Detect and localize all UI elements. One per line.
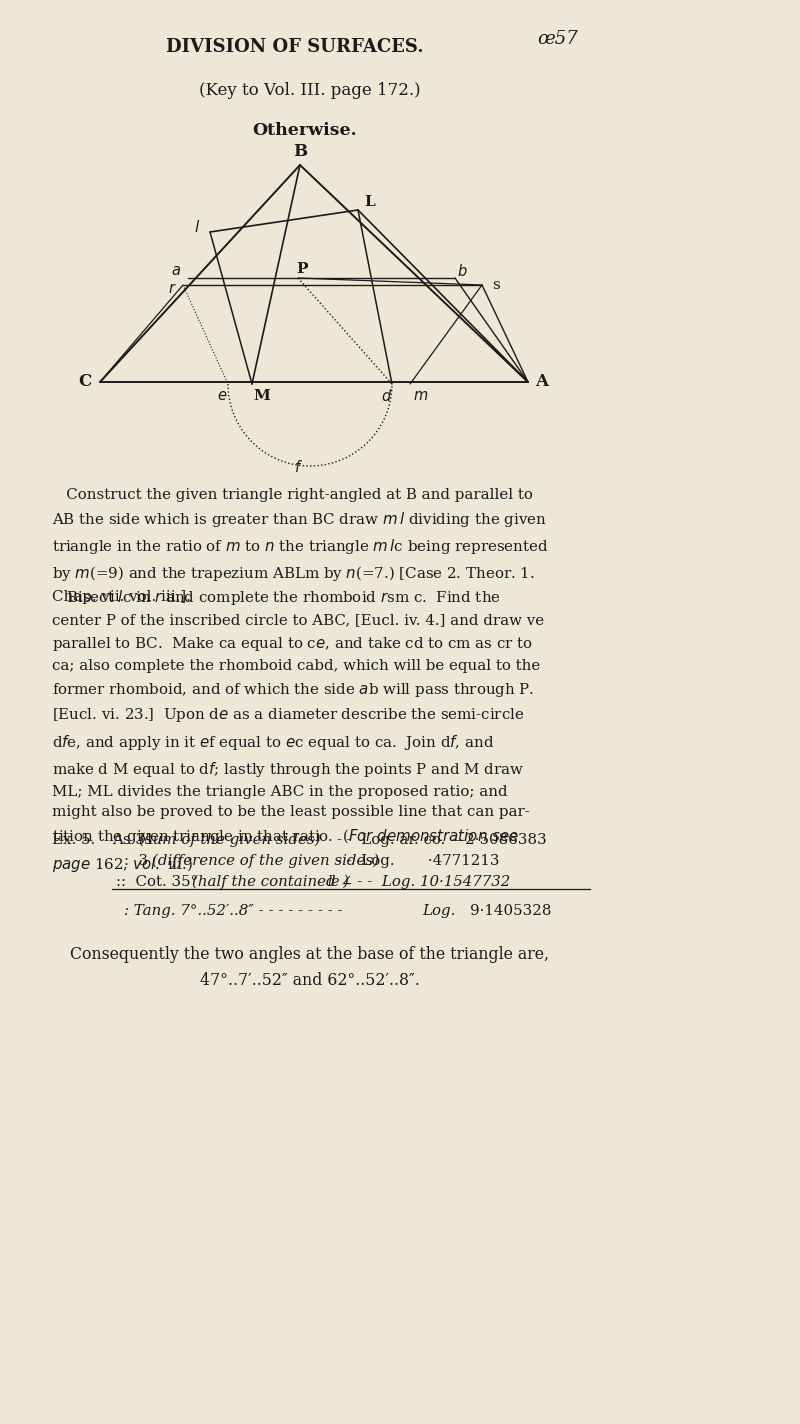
Text: )  - -  Log. 10·1547732: ) - - Log. 10·1547732 bbox=[342, 874, 510, 890]
Text: P: P bbox=[296, 262, 308, 276]
Text: - -  Log. ar. co. —2·5086383: - - Log. ar. co. —2·5086383 bbox=[337, 833, 546, 847]
Text: Bisect $l$c in $r$ and complete the rhomboid $r$sm c.  Find the
center P of the : Bisect $l$c in $r$ and complete the rhom… bbox=[52, 588, 544, 873]
Text: œ57: œ57 bbox=[538, 30, 578, 48]
Text: C: C bbox=[78, 373, 92, 390]
Text: (sum of the given sides): (sum of the given sides) bbox=[139, 833, 321, 847]
Text: L: L bbox=[365, 195, 375, 209]
Text: $e$: $e$ bbox=[217, 389, 227, 403]
Text: $m$: $m$ bbox=[414, 389, 429, 403]
Text: le: le bbox=[327, 874, 339, 889]
Text: $f$: $f$ bbox=[294, 459, 302, 476]
Text: Consequently the two angles at the base of the triangle are,: Consequently the two angles at the base … bbox=[70, 946, 550, 963]
Text: Log.: Log. bbox=[422, 904, 455, 918]
Text: : Tang. 7°..52′..8″ - - - - - - - - -: : Tang. 7°..52′..8″ - - - - - - - - - bbox=[124, 904, 342, 918]
Text: As 31: As 31 bbox=[112, 833, 159, 847]
Text: $b$: $b$ bbox=[457, 263, 467, 279]
Text: (Key to Vol. III. page 172.): (Key to Vol. III. page 172.) bbox=[199, 83, 421, 100]
Text: (difference of the given sides): (difference of the given sides) bbox=[152, 854, 379, 869]
Text: ::  Cot. 35°: :: Cot. 35° bbox=[116, 874, 202, 889]
Text: DIVISION OF SURFACES.: DIVISION OF SURFACES. bbox=[166, 38, 424, 56]
Text: A: A bbox=[535, 373, 549, 390]
Text: 9·1405328: 9·1405328 bbox=[470, 904, 551, 918]
Text: :  3: : 3 bbox=[124, 854, 153, 869]
Text: $a$: $a$ bbox=[171, 263, 181, 278]
Text: Construct the given triangle right-angled at B and parallel to
AB the side which: Construct the given triangle right-angle… bbox=[52, 488, 549, 604]
Text: - -  Log.       ·4771213: - - Log. ·4771213 bbox=[337, 854, 499, 869]
Text: Ex. 5.: Ex. 5. bbox=[52, 833, 95, 847]
Text: (half the contained ∠: (half the contained ∠ bbox=[192, 874, 353, 890]
Text: $l$: $l$ bbox=[194, 219, 200, 235]
Text: $r$: $r$ bbox=[168, 282, 176, 296]
Text: 47°..7′..52″ and 62°..52′..8″.: 47°..7′..52″ and 62°..52′..8″. bbox=[200, 973, 420, 990]
Text: M: M bbox=[254, 389, 270, 403]
Text: $d$: $d$ bbox=[382, 387, 393, 404]
Text: s: s bbox=[492, 278, 500, 292]
Text: B: B bbox=[293, 144, 307, 161]
Text: Otherwise.: Otherwise. bbox=[253, 122, 358, 140]
